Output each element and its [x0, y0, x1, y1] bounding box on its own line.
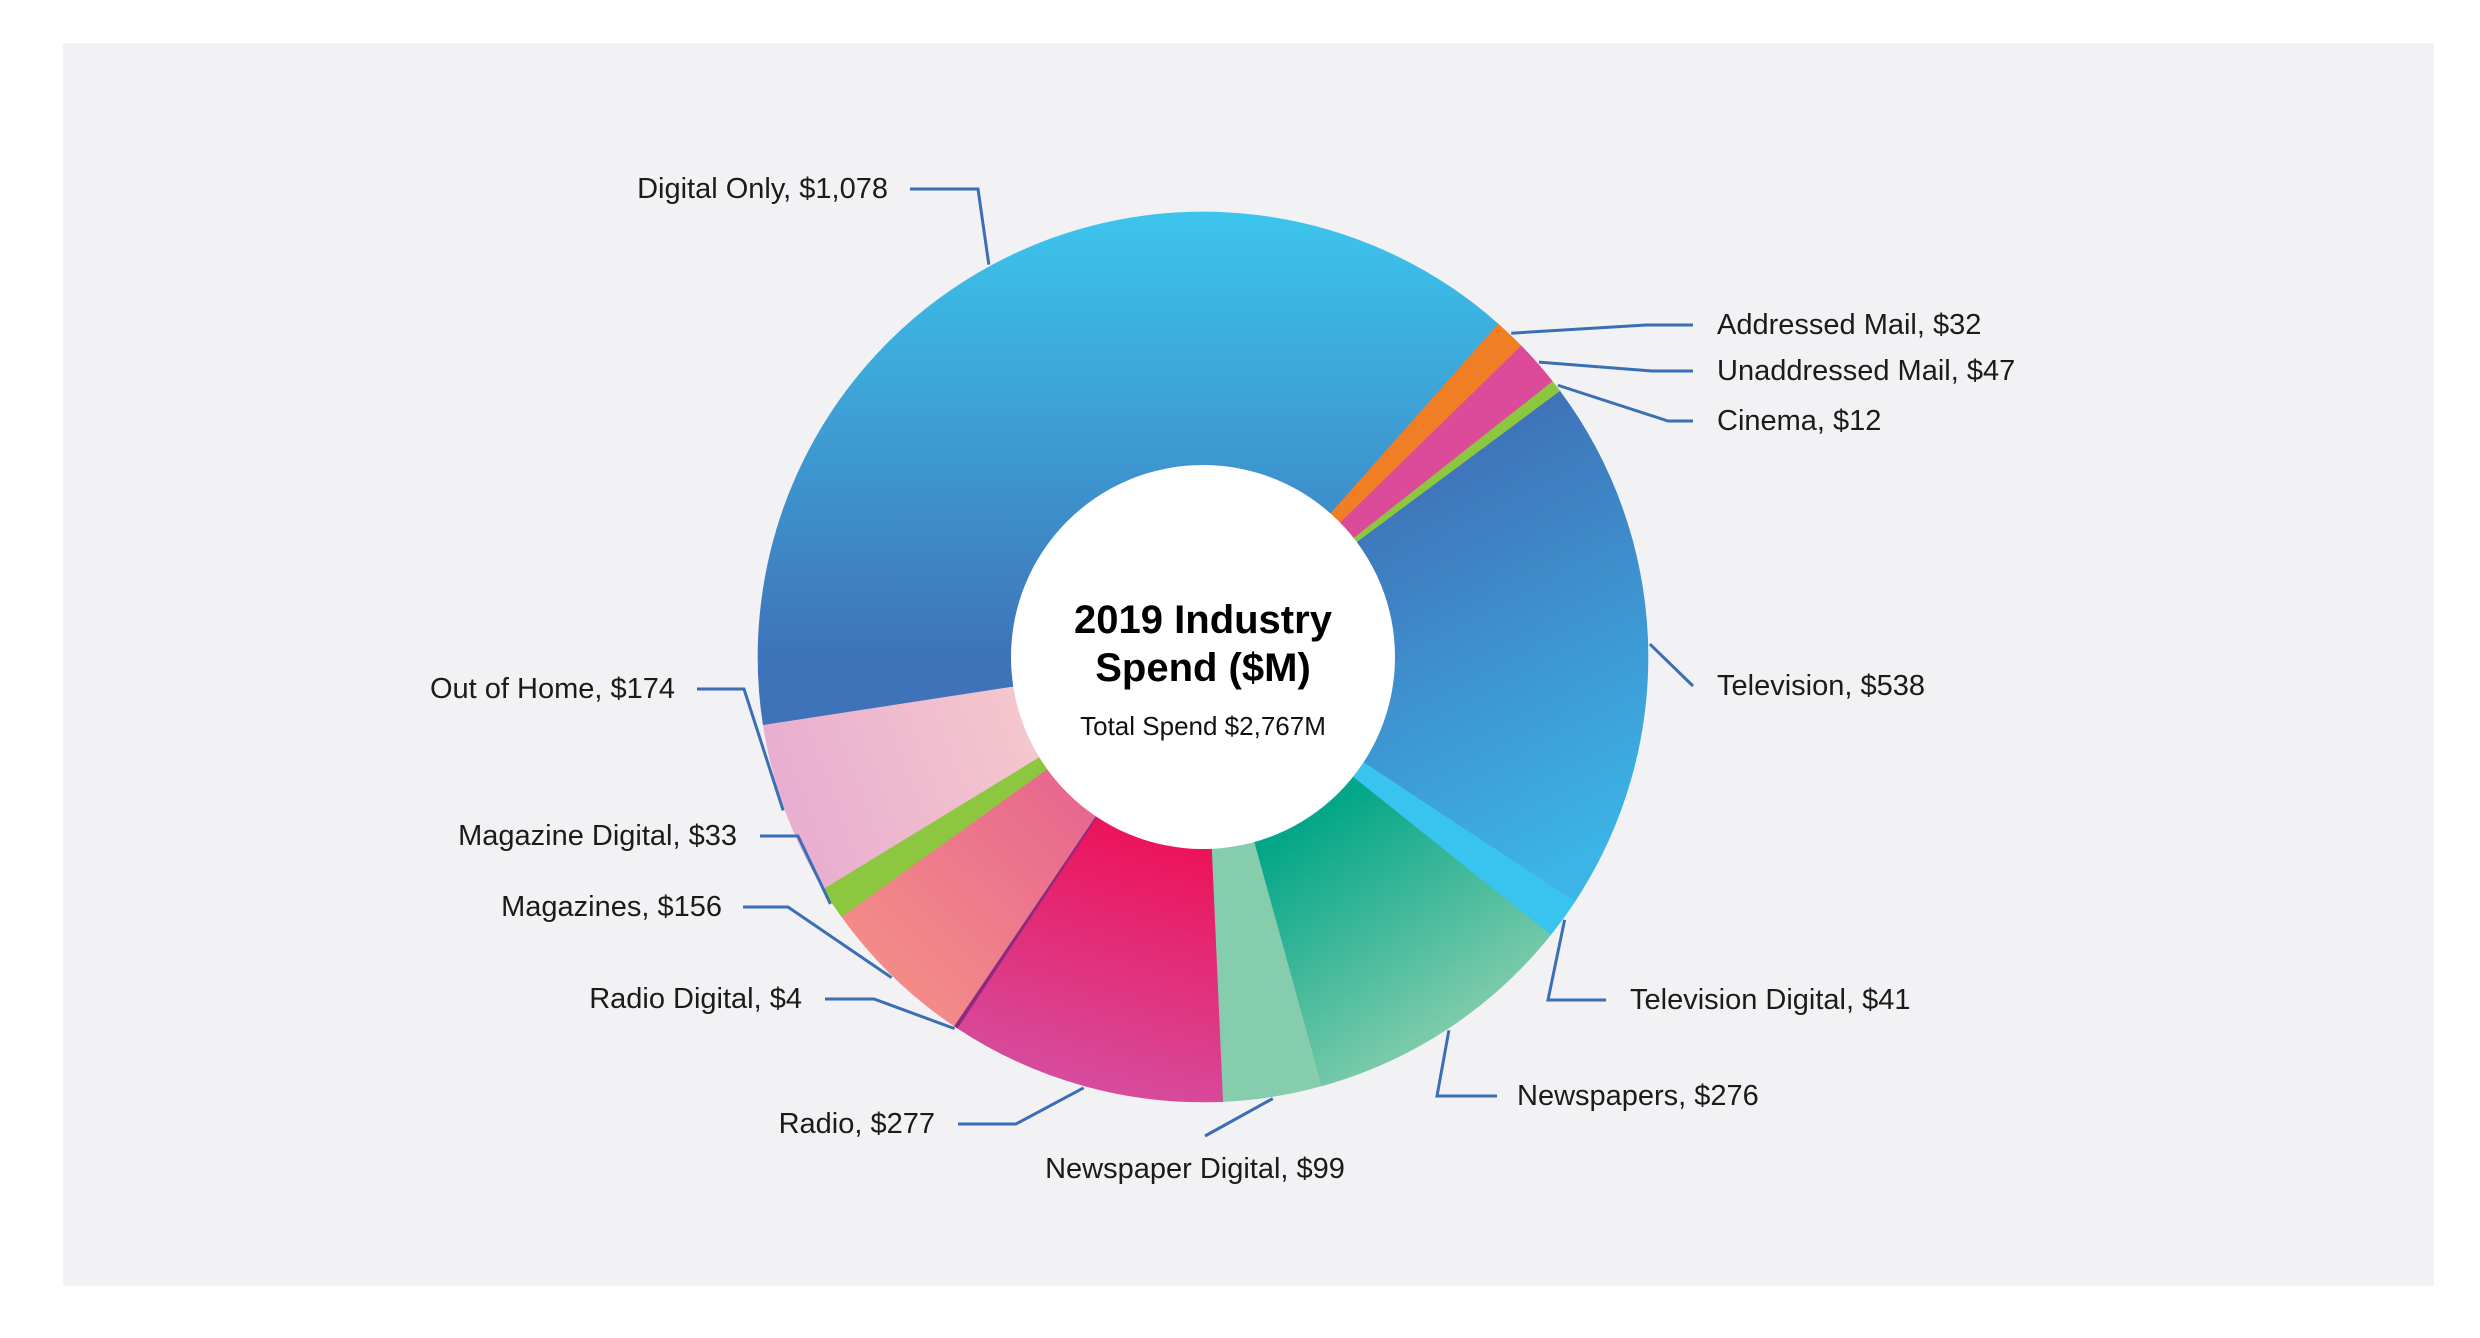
leader-line-television	[1648, 642, 1695, 688]
label-television: Television, $538	[1717, 670, 1925, 702]
label-television-digital: Television Digital, $41	[1630, 984, 1910, 1016]
leader-line-television-digital	[1546, 919, 1606, 1002]
leader-line-addressed-mail	[1511, 323, 1693, 335]
leader-line-radio	[958, 1086, 1085, 1126]
label-radio-digital: Radio Digital, $4	[589, 983, 802, 1015]
label-unaddressed-mail: Unaddressed Mail, $47	[1717, 355, 2015, 387]
leader-line-newspapers	[1435, 1030, 1497, 1098]
leader-line-radio-digital	[825, 997, 956, 1031]
labels-group: Addressed Mail, $32 Unaddressed Mail, $47…	[430, 173, 2015, 1185]
leader-line-cinema	[1557, 383, 1693, 423]
label-radio: Radio, $277	[779, 1108, 935, 1140]
label-cinema: Cinema, $12	[1717, 405, 1881, 437]
label-digital-only: Digital Only, $1,078	[637, 173, 888, 205]
center-subtitle: Total Spend $2,767M	[1080, 711, 1326, 741]
donut-hole	[1011, 465, 1395, 849]
label-addressed-mail: Addressed Mail, $32	[1717, 309, 1981, 341]
leader-line-unaddressed-mail	[1538, 360, 1693, 373]
label-out-of-home: Out of Home, $174	[430, 673, 675, 705]
leader-line-newspaper-digital	[1204, 1097, 1274, 1138]
label-magazine-digital: Magazine Digital, $33	[458, 820, 737, 852]
label-newspapers: Newspapers, $276	[1517, 1080, 1759, 1112]
label-magazines: Magazines, $156	[501, 891, 722, 923]
leader-line-magazine-digital	[760, 834, 832, 905]
center-title-line-2: Spend ($M)	[1095, 646, 1311, 690]
leader-line-out-of-home	[697, 687, 785, 811]
leader-line-magazines	[743, 905, 893, 979]
leader-line-digital-only	[910, 187, 991, 265]
label-newspaper-digital: Newspaper Digital, $99	[1045, 1153, 1345, 1185]
slices-group	[757, 211, 1649, 1103]
leader-lines-group	[697, 187, 1695, 1138]
center-title-line-1: 2019 Industry	[1074, 598, 1333, 642]
